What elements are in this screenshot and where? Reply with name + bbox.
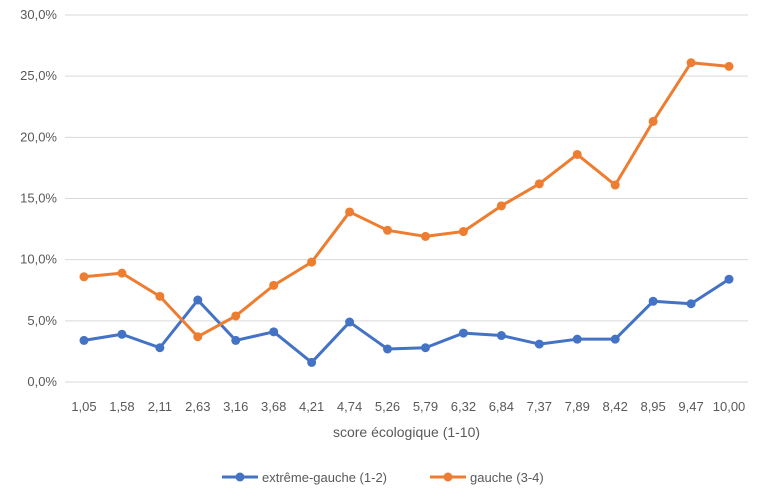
data-point [610,180,620,190]
data-point [307,257,317,267]
data-point [420,343,430,353]
legend-label: extrême-gauche (1-2) [262,470,387,485]
x-tick-label: 10,00 [713,399,746,414]
data-point [383,225,393,235]
legend: extrême-gauche (1-2) gauche (3-4) [222,470,544,485]
legend-swatch-marker [235,472,245,482]
series-line [83,61,730,339]
data-point [383,344,393,354]
series-2 [79,58,734,342]
x-tick-label: 3,68 [261,399,286,414]
x-tick-label: 5,79 [413,399,438,414]
series-line [83,277,730,364]
data-point [572,149,582,159]
series-group [79,58,734,367]
data-point [496,201,506,211]
x-tick-label: 7,89 [565,399,590,414]
y-tick-label: 5,0% [27,313,57,328]
data-point [648,296,658,306]
legend-label: gauche (3-4) [470,470,544,485]
data-point [458,227,468,237]
legend-swatch-marker [443,472,453,482]
x-tick-label: 2,63 [185,399,210,414]
x-tick-label: 8,95 [640,399,665,414]
x-tick-label: 4,74 [337,399,362,414]
data-point [345,207,355,217]
data-point [231,335,241,345]
x-tick-label: 1,58 [109,399,134,414]
data-point [193,295,203,305]
data-point [496,331,506,341]
x-tick-label: 5,26 [375,399,400,414]
data-point [534,179,544,189]
data-point [686,299,696,309]
data-point [420,231,430,241]
x-tick-label: 6,32 [451,399,476,414]
x-tick-label: 9,47 [678,399,703,414]
data-point [307,357,317,367]
x-tick-label: 3,16 [223,399,248,414]
y-axis-ticks: 0,0% 5,0% 10,0% 15,0% 20,0% 25,0% 30,0% [20,7,57,389]
x-tick-label: 4,21 [299,399,324,414]
x-tick-label: 2,11 [148,399,172,414]
data-point [572,334,582,344]
x-axis-label: score écologique (1-10) [333,424,480,440]
data-point [193,332,203,342]
data-point [648,116,658,126]
x-tick-label: 1,05 [71,399,96,414]
data-point [231,311,241,321]
data-point [117,329,127,339]
data-point [534,339,544,349]
data-point [155,291,165,301]
y-tick-label: 25,0% [20,68,57,83]
y-tick-label: 0,0% [27,374,57,389]
y-tick-label: 15,0% [20,191,57,206]
x-tick-label: 8,42 [603,399,628,414]
data-point [79,335,89,345]
grid-lines [65,14,748,383]
data-point [724,61,734,71]
y-tick-label: 30,0% [20,7,57,22]
legend-item: extrême-gauche (1-2) [222,470,387,485]
data-point [269,327,279,337]
legend-item: gauche (3-4) [430,470,544,485]
x-axis-ticks: 1,05 1,58 2,11 2,63 3,16 3,68 4,21 4,74 5,26 5,79… [71,399,745,414]
data-point [724,274,734,284]
x-tick-label: 7,37 [527,399,552,414]
data-point [458,328,468,338]
data-point [345,317,355,327]
data-point [155,343,165,353]
y-tick-label: 10,0% [20,252,57,267]
data-point [686,58,696,68]
data-point [269,280,279,290]
y-tick-label: 20,0% [20,129,57,144]
data-point [117,268,127,278]
data-point [79,272,89,282]
data-point [610,334,620,344]
x-tick-label: 6,84 [489,399,514,414]
series-1 [79,274,734,367]
